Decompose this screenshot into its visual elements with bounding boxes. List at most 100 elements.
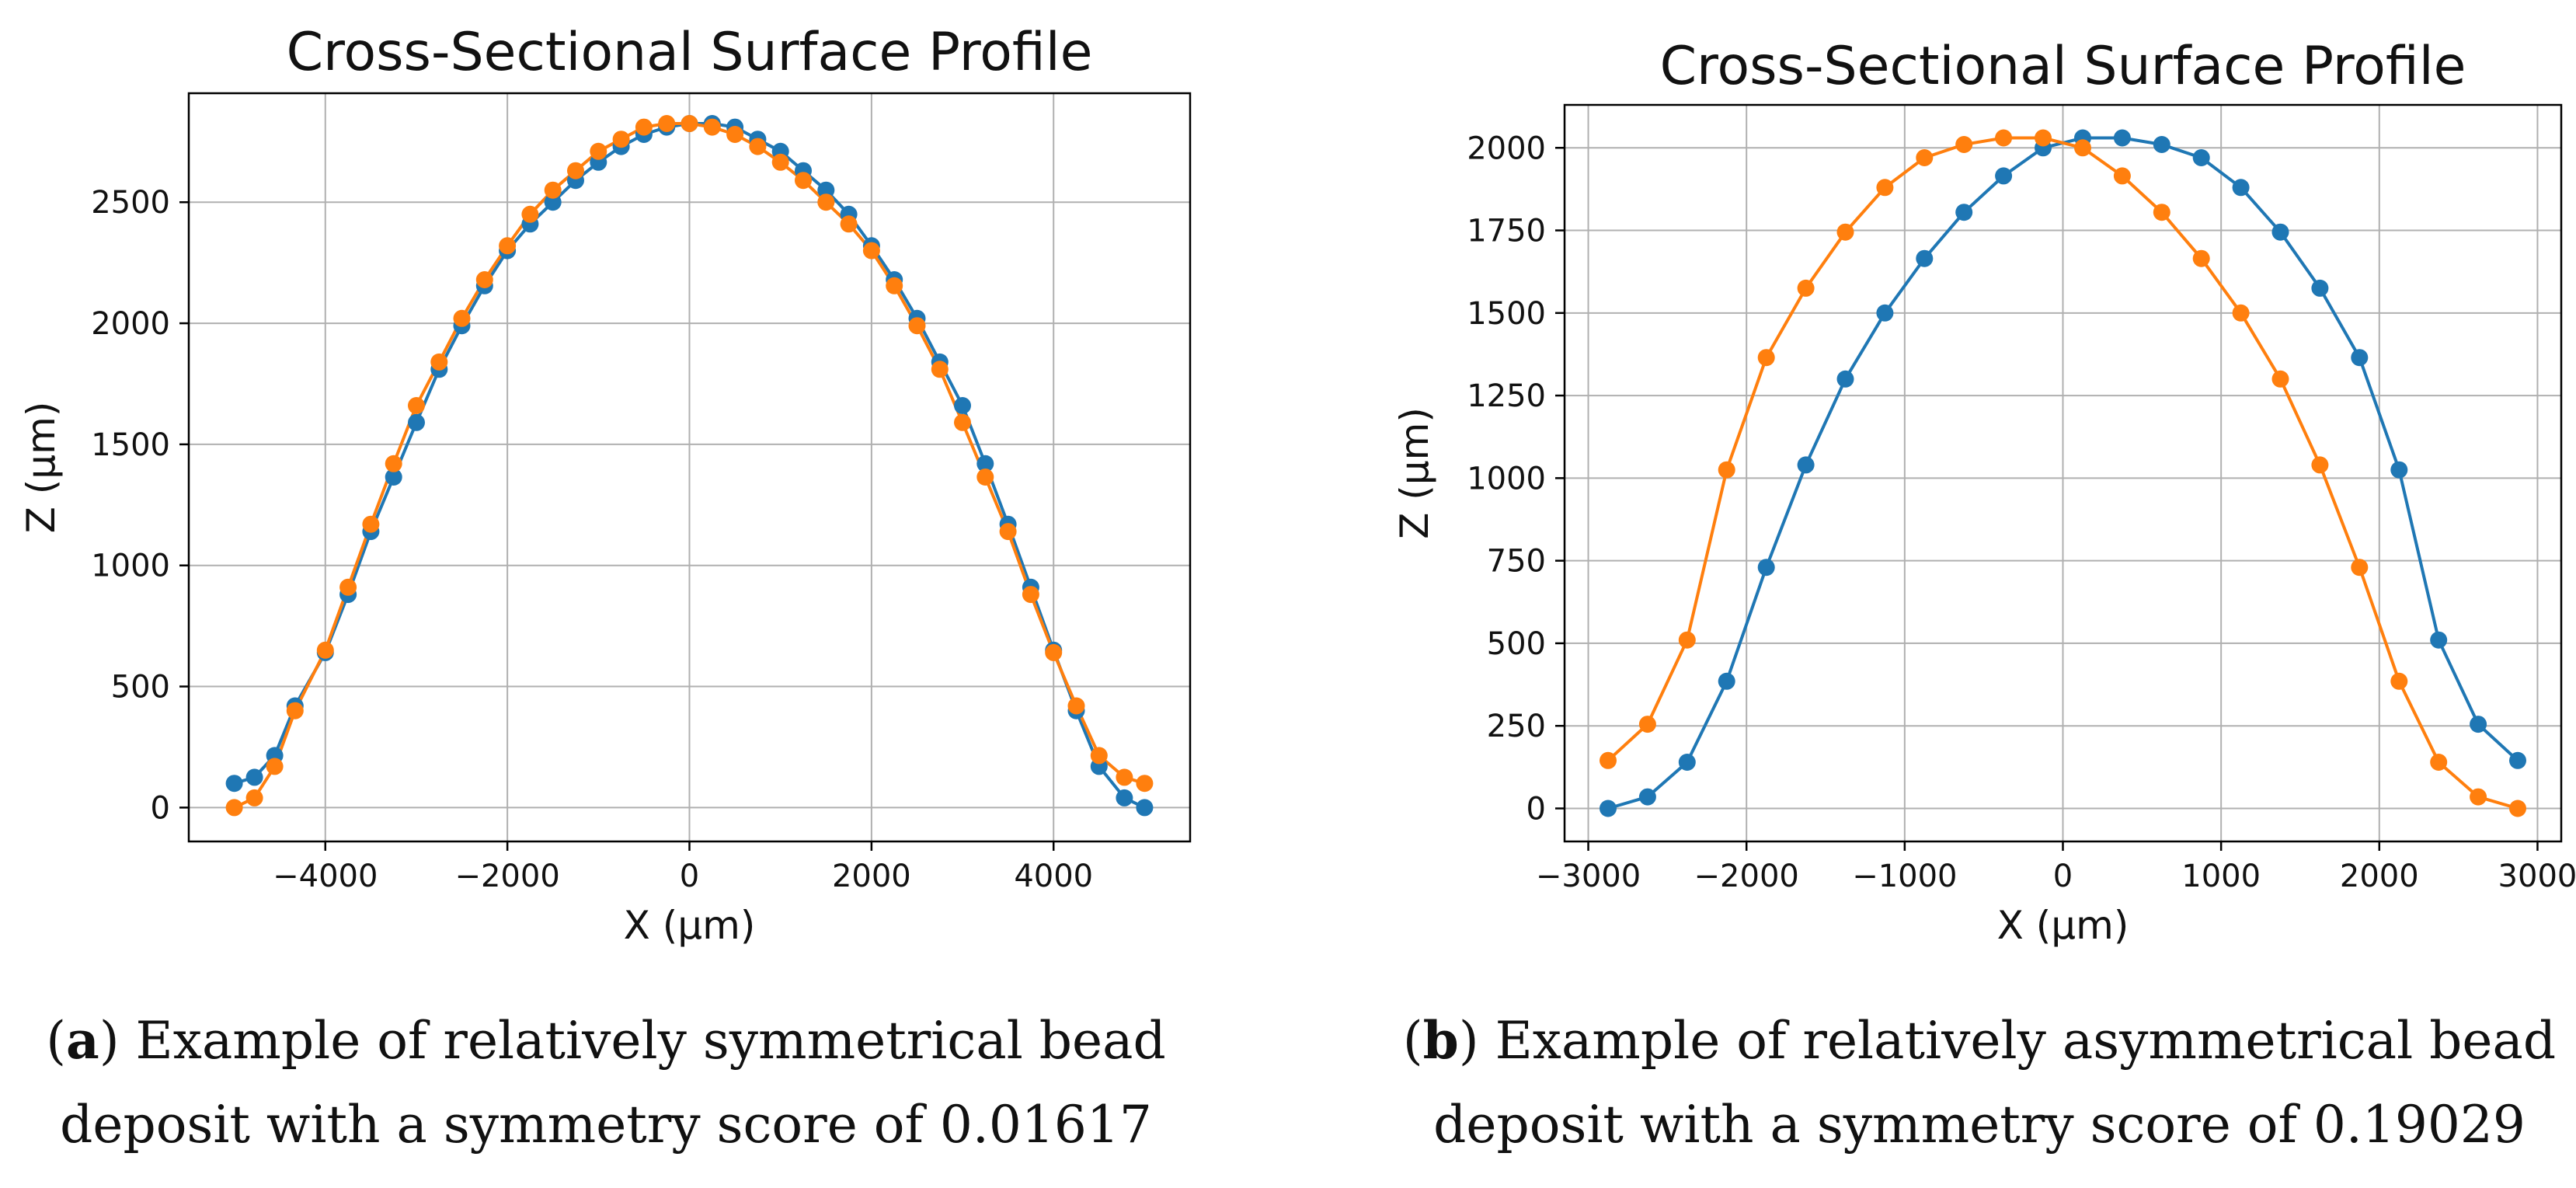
chart-b-ytick-label-3: 750: [1487, 544, 1546, 580]
chart-a-xtick-label-1: −2000: [454, 859, 559, 894]
chart-a-series-orange-point-38: [1090, 747, 1108, 765]
chart-a-series-orange-point-2: [266, 758, 284, 775]
chart-b-series-orange-point-3: [1718, 461, 1735, 479]
chart-b-series-blue-point-2: [1678, 754, 1696, 771]
chart-b-xtick-label-5: 2000: [2340, 859, 2419, 894]
chart-a-series-orange-point-10: [453, 309, 471, 327]
chart-b-series-blue-point-21: [2430, 631, 2448, 649]
chart-a-series-orange-point-22: [726, 126, 744, 143]
chart-a-xtick-label-4: 4000: [1014, 859, 1093, 894]
chart-b-series-orange-point-15: [2192, 249, 2210, 267]
chart-b-series-blue-point-15: [2192, 149, 2210, 166]
chart-a-series-orange-point-17: [612, 131, 630, 148]
chart-a-series-orange-point-16: [590, 142, 607, 160]
chart-a-series-orange-point-32: [954, 413, 971, 431]
chart-b-series-orange-point-16: [2232, 304, 2250, 322]
caption-a-text: Example of relatively symmetrical bead: [135, 1011, 1166, 1071]
chart-a-series-orange-point-28: [862, 242, 880, 260]
chart-a-series-orange-point-27: [840, 215, 858, 233]
chart-b-series-orange-point-23: [2509, 800, 2526, 817]
chart-a-series-orange-point-15: [567, 162, 584, 179]
chart-b-series-orange-point-10: [1995, 129, 2013, 147]
chart-a-xtick-label-2: 0: [680, 859, 699, 894]
chart-a-xlabel: X (µm): [624, 903, 756, 948]
chart-a-series-orange-point-4: [316, 641, 334, 659]
caption-b-line2: deposit with a symmetry score of 0.19029: [1433, 1095, 2526, 1155]
chart-a-series-blue-point-39: [1116, 789, 1133, 807]
chart-a-series-blue-point-40: [1136, 799, 1154, 817]
chart-b-ytick-label-1: 250: [1487, 709, 1546, 744]
chart-a-series-orange-point-3: [286, 702, 304, 719]
caption-a-line2: deposit with a symmetry score of 0.01617: [60, 1095, 1152, 1155]
chart-b-series-blue-point-17: [2271, 223, 2289, 241]
chart-b-series-orange-point-8: [1916, 149, 1934, 166]
chart-a-series-orange-point-12: [499, 237, 517, 255]
chart-a-series-orange-point-29: [886, 277, 903, 294]
chart-b-xtick-label-3: 0: [2053, 859, 2073, 894]
chart-b-ytick-label-8: 2000: [1467, 131, 1546, 166]
chart-b-series-blue-point-4: [1757, 559, 1775, 577]
chart-a-series-orange-point-26: [817, 193, 835, 211]
chart-a-series-orange-point-33: [976, 469, 994, 486]
chart-b-series-orange-point-12: [2074, 139, 2091, 157]
chart-b-series-blue-point-3: [1718, 672, 1735, 690]
caption-b-letter: b: [1422, 1010, 1459, 1071]
chart-a-series-orange-point-14: [544, 181, 562, 199]
chart-b-series-blue-point-5: [1797, 456, 1815, 474]
chart-b-series-blue-point-16: [2232, 179, 2250, 197]
chart-b-series-orange-point-9: [1955, 136, 1973, 153]
chart-b-series-orange-point-17: [2271, 370, 2289, 388]
caption-a-letter: a: [66, 1010, 99, 1071]
chart-a-series-orange-point-19: [658, 115, 676, 132]
chart-a-series-orange-point-7: [385, 455, 402, 472]
chart-a-series-orange-point-39: [1116, 768, 1133, 786]
chart-b-series-orange-point-11: [2035, 129, 2052, 147]
chart-a-series-orange-point-6: [362, 515, 380, 533]
chart-b-series-blue-point-19: [2351, 349, 2369, 367]
chart-b-xtick-label-1: −2000: [1694, 859, 1799, 894]
chart-b-ytick-label-0: 0: [1526, 791, 1546, 827]
chart-b-series-blue-point-7: [1876, 304, 1894, 322]
chart-a-series-orange-point-21: [703, 118, 721, 136]
chart-a-xtick-label-0: −4000: [273, 859, 378, 894]
chart-a-series-orange-point-0: [225, 799, 243, 817]
chart-a-series-blue-point-32: [954, 397, 971, 414]
chart-a-series-blue-point-33: [976, 455, 994, 472]
chart-b-ytick-label-4: 1000: [1467, 461, 1546, 496]
chart-b-ylabel: Z (µm): [1392, 407, 1437, 539]
chart-b-series-orange-point-14: [2153, 204, 2170, 221]
chart-b-series-orange-point-2: [1678, 631, 1696, 649]
chart-b-series-orange-point-4: [1757, 349, 1775, 367]
chart-a-series-orange-point-8: [408, 397, 425, 414]
chart-a-series-blue-point-7: [385, 469, 402, 486]
chart-b-series-orange-point-0: [1600, 751, 1617, 769]
chart-b-series-orange-point-13: [2113, 167, 2131, 185]
chart-b-series-blue-point-8: [1916, 249, 1934, 267]
chart-b-series-orange-point-20: [2390, 672, 2408, 690]
chart-b-series-orange-point-5: [1797, 279, 1815, 297]
chart-a-series-orange-point-5: [339, 578, 357, 596]
chart-a-series-orange-point-31: [931, 361, 949, 378]
charts-canvas: −4000 −2000 0 2000 400005001000150020002500C…: [19, 22, 2576, 948]
chart-b-title: Cross-Sectional Surface Profile: [1660, 36, 2466, 97]
chart-a-ytick-label-0: 0: [151, 790, 170, 826]
chart-b-ytick-label-6: 1500: [1467, 296, 1546, 332]
chart-b-xtick-label-2: −1000: [1852, 859, 1957, 894]
chart-b-series-blue-point-22: [2470, 716, 2487, 733]
chart-a-ytick-label-4: 2000: [91, 306, 170, 342]
chart-a-series-orange-point-30: [908, 317, 926, 335]
chart-a-ytick-label-3: 1500: [91, 427, 170, 463]
chart-b-series-orange-point-21: [2430, 754, 2448, 771]
chart-a-series-orange-point-35: [1022, 586, 1039, 604]
chart-b-series-blue-point-14: [2153, 136, 2170, 153]
chart-b-series-blue-point-10: [1995, 167, 2013, 185]
chart-a-ytick-label-5: 2500: [91, 185, 170, 221]
chart-a-series-orange-point-20: [681, 115, 698, 132]
chart-b-series-orange-point-6: [1836, 223, 1854, 241]
chart-a-series-blue-point-1: [245, 768, 263, 786]
chart-b-series-blue-point-1: [1638, 788, 1656, 806]
caption-b: (b) Example of relatively asymmetrical b…: [1383, 998, 2576, 1167]
chart-b-series-orange-point-18: [2311, 456, 2329, 474]
chart-b-series-blue-point-6: [1836, 370, 1854, 388]
chart-b-series-orange-point-19: [2351, 559, 2369, 577]
